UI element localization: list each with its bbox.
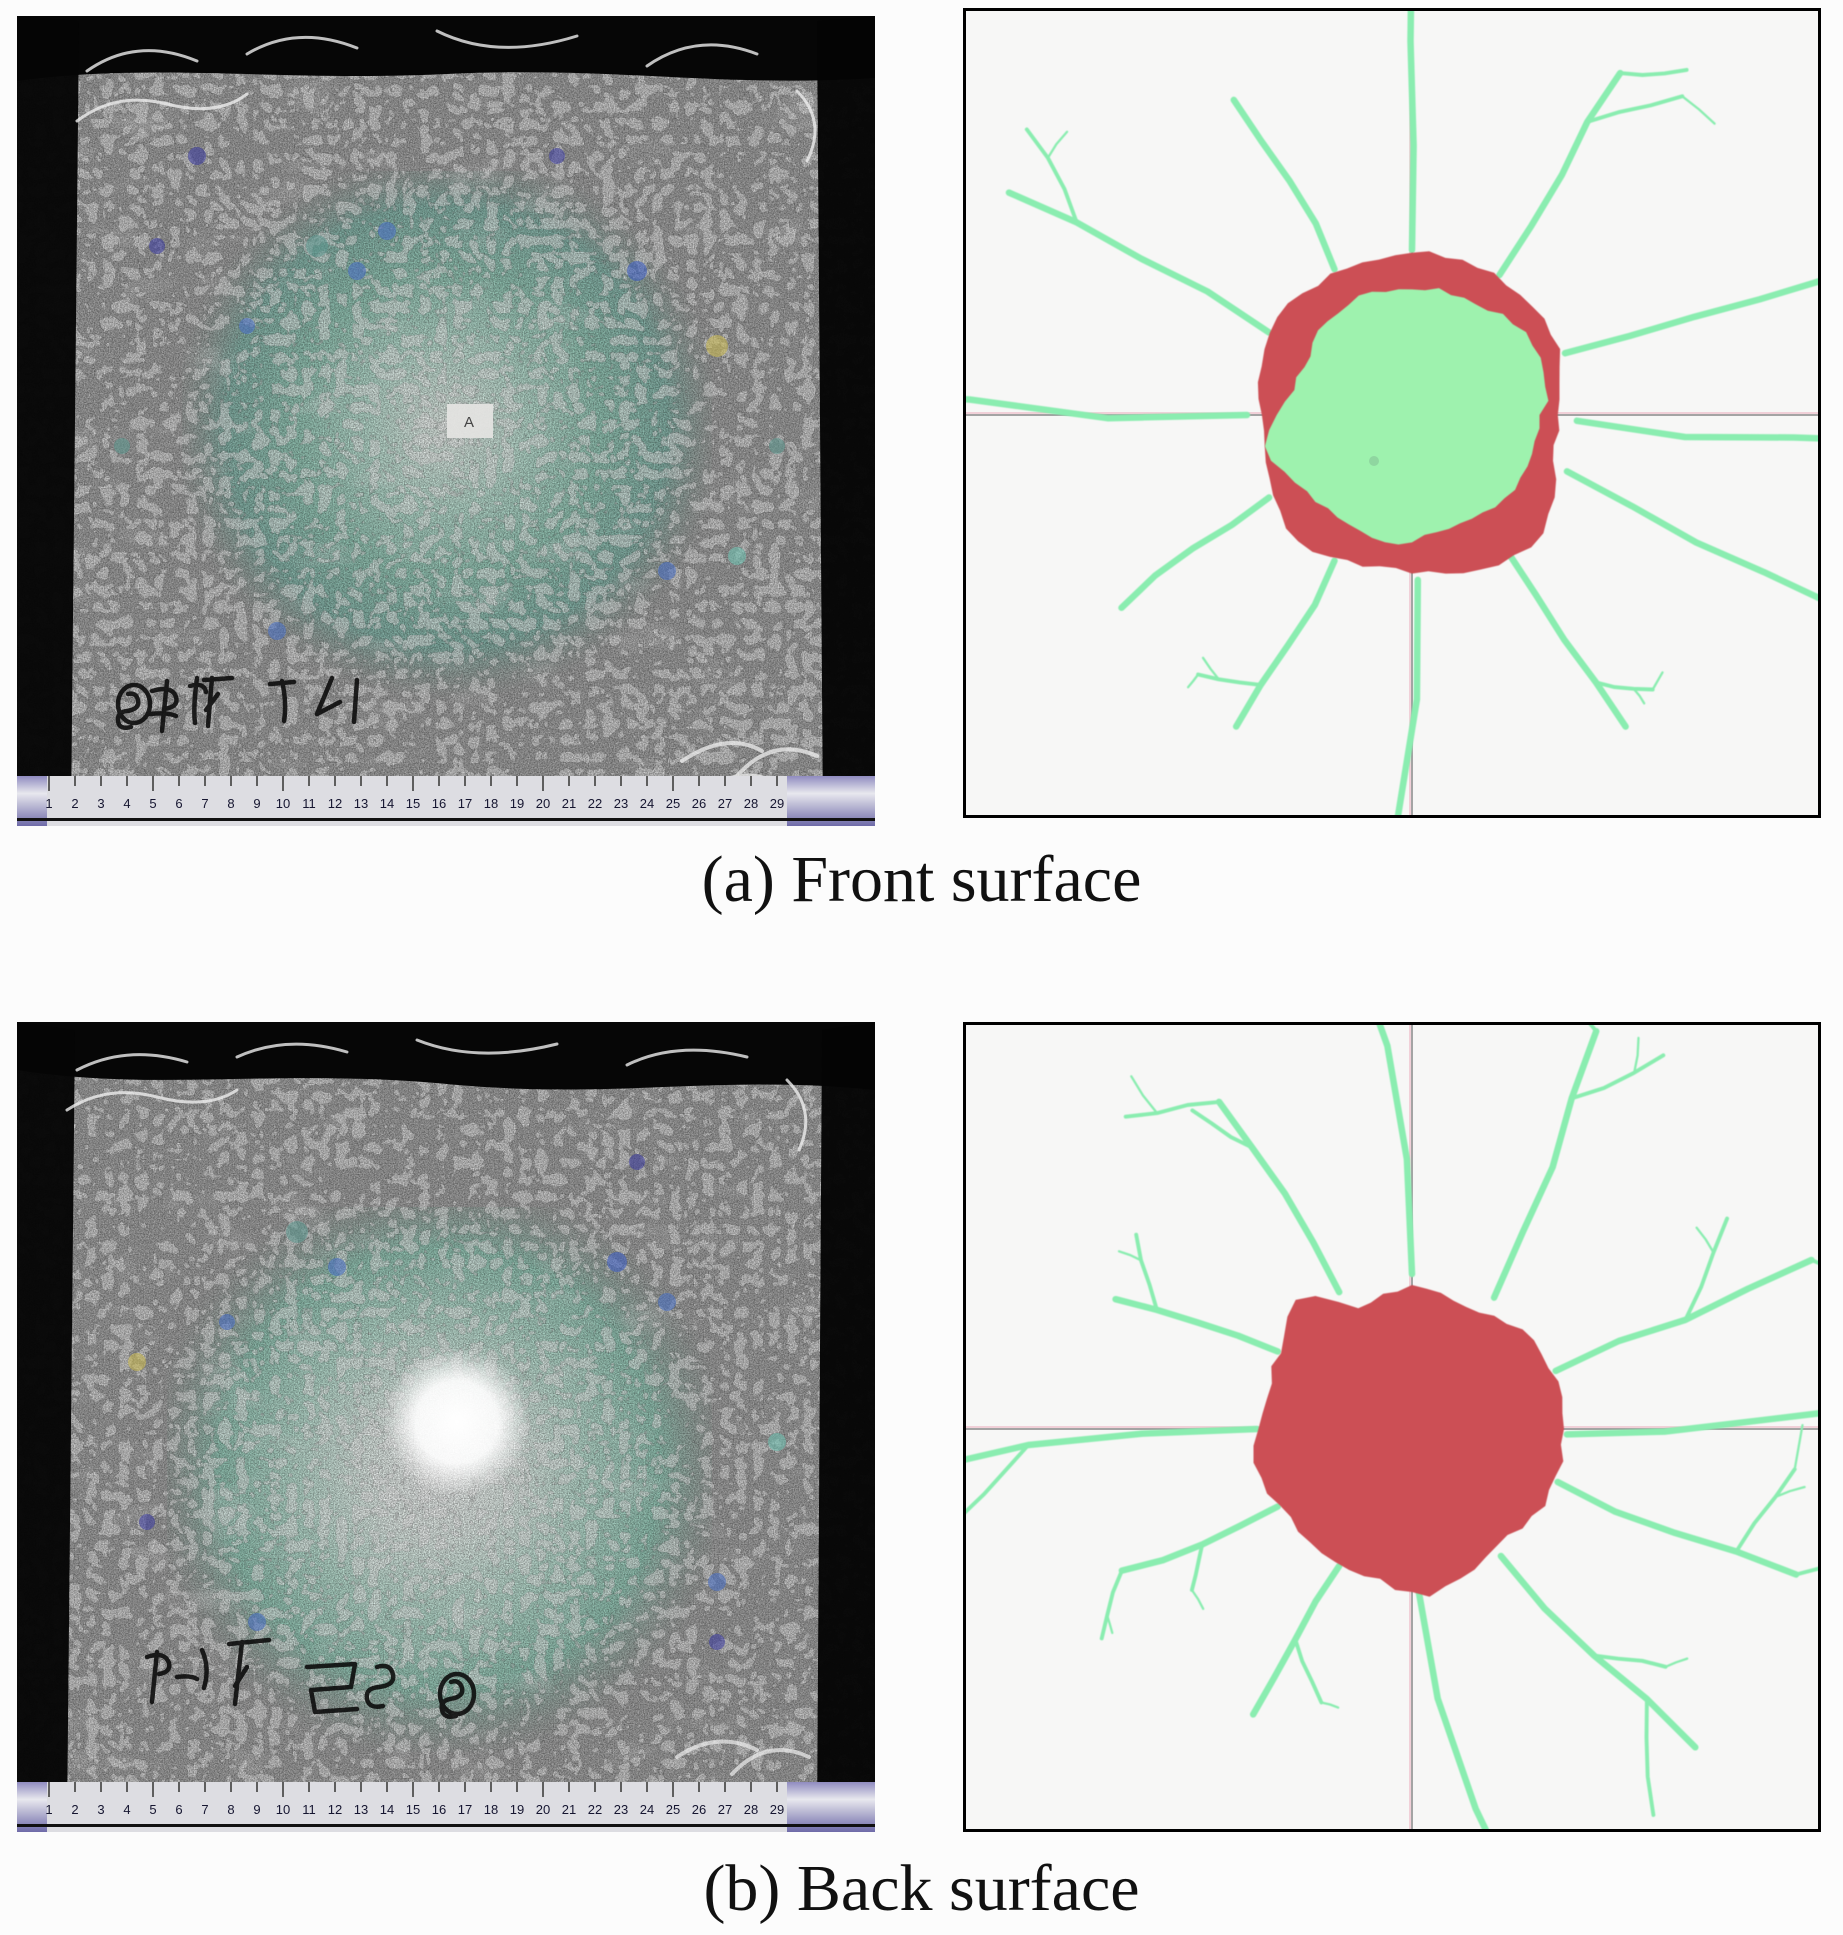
svg-text:27: 27 xyxy=(718,796,732,811)
svg-text:5: 5 xyxy=(149,796,156,811)
svg-text:16: 16 xyxy=(432,1802,446,1817)
svg-text:28: 28 xyxy=(744,796,758,811)
svg-text:11: 11 xyxy=(302,796,316,811)
svg-text:13: 13 xyxy=(354,796,368,811)
svg-text:23: 23 xyxy=(614,796,628,811)
svg-text:24: 24 xyxy=(640,1802,654,1817)
svg-text:25: 25 xyxy=(666,1802,680,1817)
svg-text:4: 4 xyxy=(123,796,130,811)
svg-text:14: 14 xyxy=(380,1802,394,1817)
svg-text:19: 19 xyxy=(510,1802,524,1817)
svg-text:10: 10 xyxy=(276,796,290,811)
svg-text:17: 17 xyxy=(458,796,472,811)
svg-text:20: 20 xyxy=(536,796,550,811)
svg-text:27: 27 xyxy=(718,1802,732,1817)
svg-text:18: 18 xyxy=(484,1802,498,1817)
svg-text:14: 14 xyxy=(380,796,394,811)
svg-text:3: 3 xyxy=(97,1802,104,1817)
svg-text:9: 9 xyxy=(253,1802,260,1817)
svg-text:7: 7 xyxy=(201,1802,208,1817)
svg-text:2: 2 xyxy=(71,796,78,811)
svg-text:15: 15 xyxy=(406,1802,420,1817)
svg-text:22: 22 xyxy=(588,796,602,811)
svg-text:10: 10 xyxy=(276,1802,290,1817)
svg-text:11: 11 xyxy=(302,1802,316,1817)
svg-text:29: 29 xyxy=(770,1802,784,1817)
svg-text:A: A xyxy=(464,414,474,431)
svg-text:12: 12 xyxy=(328,796,342,811)
svg-text:8: 8 xyxy=(227,1802,234,1817)
svg-text:3: 3 xyxy=(97,796,104,811)
svg-text:16: 16 xyxy=(432,796,446,811)
svg-text:12: 12 xyxy=(328,1802,342,1817)
svg-text:22: 22 xyxy=(588,1802,602,1817)
svg-text:8: 8 xyxy=(227,796,234,811)
svg-text:28: 28 xyxy=(744,1802,758,1817)
svg-text:15: 15 xyxy=(406,796,420,811)
svg-text:20: 20 xyxy=(536,1802,550,1817)
svg-text:1: 1 xyxy=(45,796,52,811)
svg-text:26: 26 xyxy=(692,796,706,811)
svg-text:21: 21 xyxy=(562,796,576,811)
svg-text:19: 19 xyxy=(510,796,524,811)
svg-text:2: 2 xyxy=(71,1802,78,1817)
svg-text:6: 6 xyxy=(175,796,182,811)
svg-text:6: 6 xyxy=(175,1802,182,1817)
svg-text:29: 29 xyxy=(770,796,784,811)
svg-text:21: 21 xyxy=(562,1802,576,1817)
svg-text:7: 7 xyxy=(201,796,208,811)
svg-text:17: 17 xyxy=(458,1802,472,1817)
svg-text:23: 23 xyxy=(614,1802,628,1817)
svg-text:25: 25 xyxy=(666,796,680,811)
svg-text:18: 18 xyxy=(484,796,498,811)
svg-text:24: 24 xyxy=(640,796,654,811)
svg-text:5: 5 xyxy=(149,1802,156,1817)
svg-text:1: 1 xyxy=(45,1802,52,1817)
svg-text:13: 13 xyxy=(354,1802,368,1817)
svg-text:4: 4 xyxy=(123,1802,130,1817)
svg-text:26: 26 xyxy=(692,1802,706,1817)
svg-text:9: 9 xyxy=(253,796,260,811)
